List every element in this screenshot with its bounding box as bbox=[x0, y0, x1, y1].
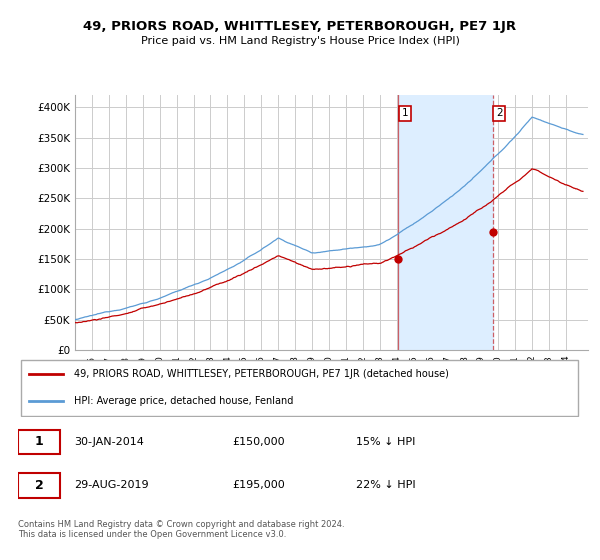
FancyBboxPatch shape bbox=[18, 430, 60, 454]
Text: 1: 1 bbox=[35, 435, 44, 449]
Text: Contains HM Land Registry data © Crown copyright and database right 2024.
This d: Contains HM Land Registry data © Crown c… bbox=[18, 520, 344, 539]
Text: 49, PRIORS ROAD, WHITTLESEY, PETERBOROUGH, PE7 1JR: 49, PRIORS ROAD, WHITTLESEY, PETERBOROUG… bbox=[83, 20, 517, 32]
Text: Price paid vs. HM Land Registry's House Price Index (HPI): Price paid vs. HM Land Registry's House … bbox=[140, 36, 460, 46]
Text: £195,000: £195,000 bbox=[232, 480, 285, 491]
Text: £150,000: £150,000 bbox=[232, 437, 285, 447]
Text: 1: 1 bbox=[401, 109, 408, 118]
FancyBboxPatch shape bbox=[18, 473, 60, 497]
FancyBboxPatch shape bbox=[21, 360, 578, 416]
Text: 30-JAN-2014: 30-JAN-2014 bbox=[74, 437, 144, 447]
Text: 22% ↓ HPI: 22% ↓ HPI bbox=[356, 480, 416, 491]
Bar bbox=[398, 95, 493, 350]
Text: 29-AUG-2019: 29-AUG-2019 bbox=[74, 480, 149, 491]
Text: 49, PRIORS ROAD, WHITTLESEY, PETERBOROUGH, PE7 1JR (detached house): 49, PRIORS ROAD, WHITTLESEY, PETERBOROUG… bbox=[74, 369, 449, 379]
Text: 15% ↓ HPI: 15% ↓ HPI bbox=[356, 437, 416, 447]
Text: 2: 2 bbox=[496, 109, 503, 118]
Text: 2: 2 bbox=[35, 479, 44, 492]
Text: HPI: Average price, detached house, Fenland: HPI: Average price, detached house, Fenl… bbox=[74, 396, 294, 407]
